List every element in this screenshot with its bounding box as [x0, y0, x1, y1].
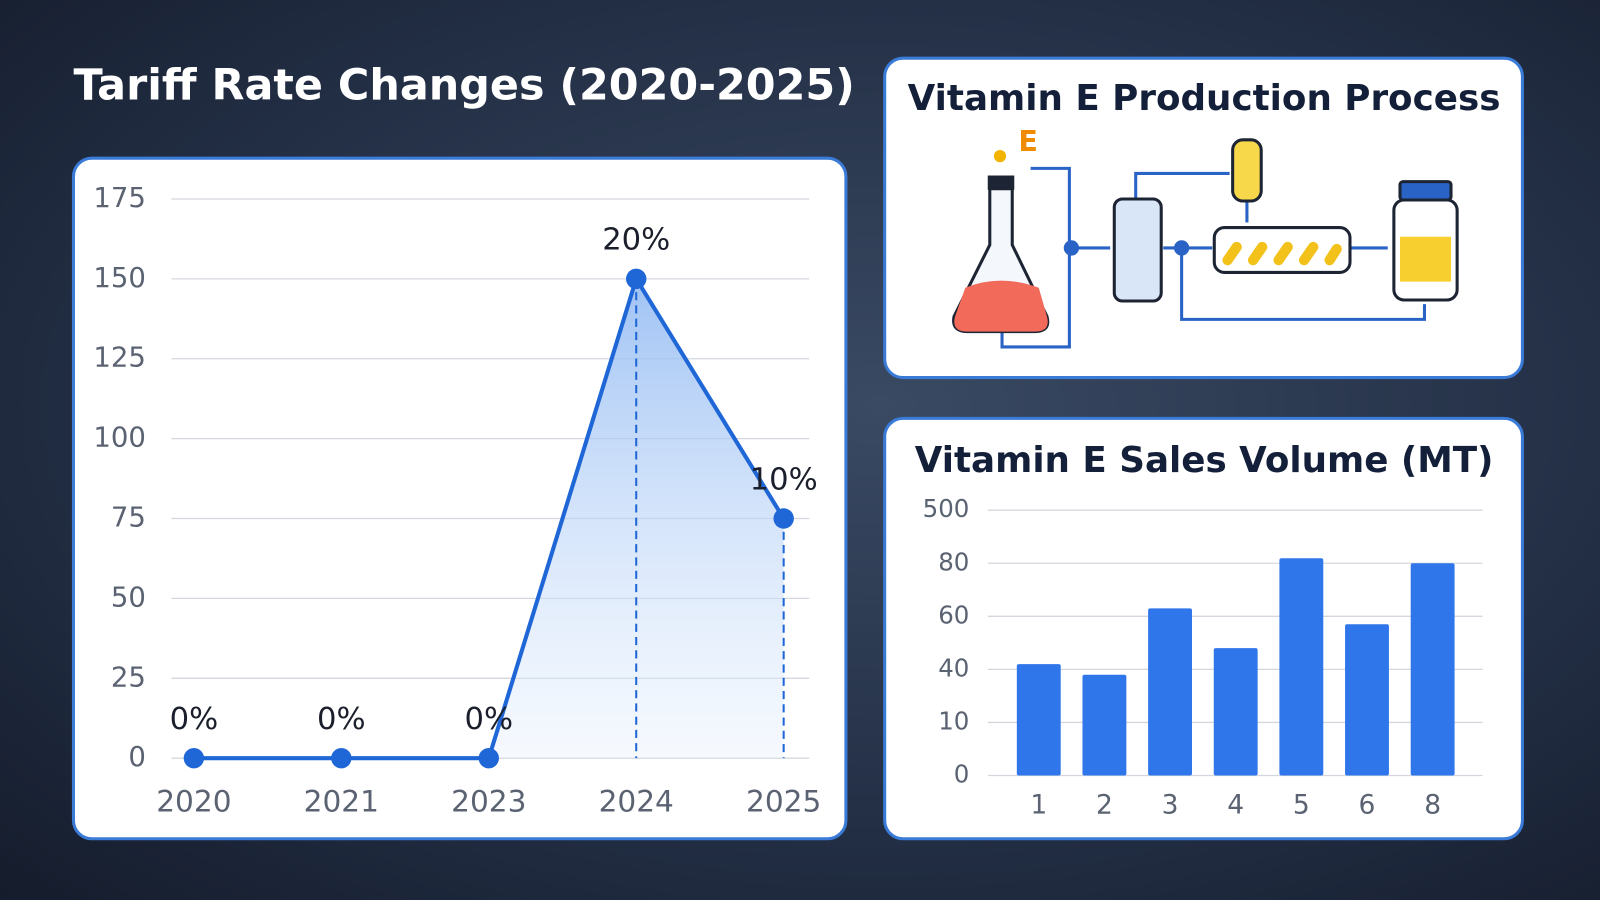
y-tick-label: 80 [938, 547, 969, 576]
y-tick-label: 500 [923, 494, 970, 523]
point [626, 268, 647, 290]
value-label: 10% [750, 462, 818, 497]
x-tick-label: 6 [1359, 790, 1376, 821]
point [478, 747, 499, 769]
drop [993, 149, 1007, 163]
point [331, 747, 352, 769]
diagram-panel [883, 56, 1524, 380]
y-tick-label: 50 [111, 581, 146, 613]
y-tick-label: 125 [93, 342, 146, 374]
value-label: 0% [464, 702, 513, 737]
node [1063, 240, 1080, 256]
x-tick-label: 2021 [304, 785, 379, 819]
column [1112, 197, 1163, 303]
value-label: 0% [170, 702, 219, 737]
y-tick-label: 40 [938, 653, 969, 682]
bar [1279, 558, 1324, 776]
x-tick-label: 3 [1162, 790, 1179, 821]
arrow [1134, 171, 1230, 199]
x-tick-label: 1 [1030, 790, 1047, 821]
point [773, 508, 794, 529]
x-tick-label: 5 [1293, 790, 1310, 821]
y-tick-label: 0 [954, 760, 970, 789]
bar [1213, 648, 1258, 776]
line-chart-title: Tariff Rate Changes (2020-2025) [73, 60, 854, 110]
flask-cap [987, 175, 1015, 190]
y-tick-label: 0 [128, 741, 146, 773]
y-tick-label: 60 [938, 600, 969, 629]
x-tick-label: 8 [1424, 790, 1441, 821]
x-tick-label: 2024 [599, 785, 674, 819]
bar [1148, 608, 1192, 776]
x-tick-label: 2023 [451, 785, 526, 819]
y-tick-label: 75 [111, 502, 146, 534]
x-tick-label: 2020 [156, 785, 231, 819]
bar [1016, 664, 1061, 776]
bar [1345, 624, 1389, 776]
bar-chart-title: Vitamin E Sales Volume (MT) [915, 440, 1494, 481]
x-tick-label: 4 [1227, 790, 1244, 821]
bar [1082, 674, 1127, 776]
value-label: 20% [602, 223, 670, 258]
y-tick-label: 10 [938, 706, 969, 735]
diagram-title: Vitamin E Production Process [908, 78, 1501, 119]
point [183, 747, 205, 769]
process-diagram [952, 138, 1459, 349]
value-label: 0% [317, 702, 366, 737]
bar [1410, 563, 1455, 776]
connector [1000, 166, 1071, 349]
capsules [1222, 241, 1342, 266]
bottle-cap [1398, 180, 1453, 202]
tube [1231, 138, 1263, 203]
x-tick-label: 2 [1096, 790, 1113, 821]
y-tick-label: 150 [93, 262, 146, 294]
bottle-label [1399, 236, 1452, 282]
arrow [1180, 247, 1427, 321]
flask-liquid [954, 280, 1048, 332]
y-tick-label: 25 [111, 661, 146, 693]
x-tick-label: 2025 [746, 785, 821, 819]
y-tick-label: 100 [93, 422, 146, 454]
y-tick-label: 175 [93, 182, 146, 214]
flask-label: E [1018, 124, 1038, 158]
node [1173, 240, 1190, 256]
